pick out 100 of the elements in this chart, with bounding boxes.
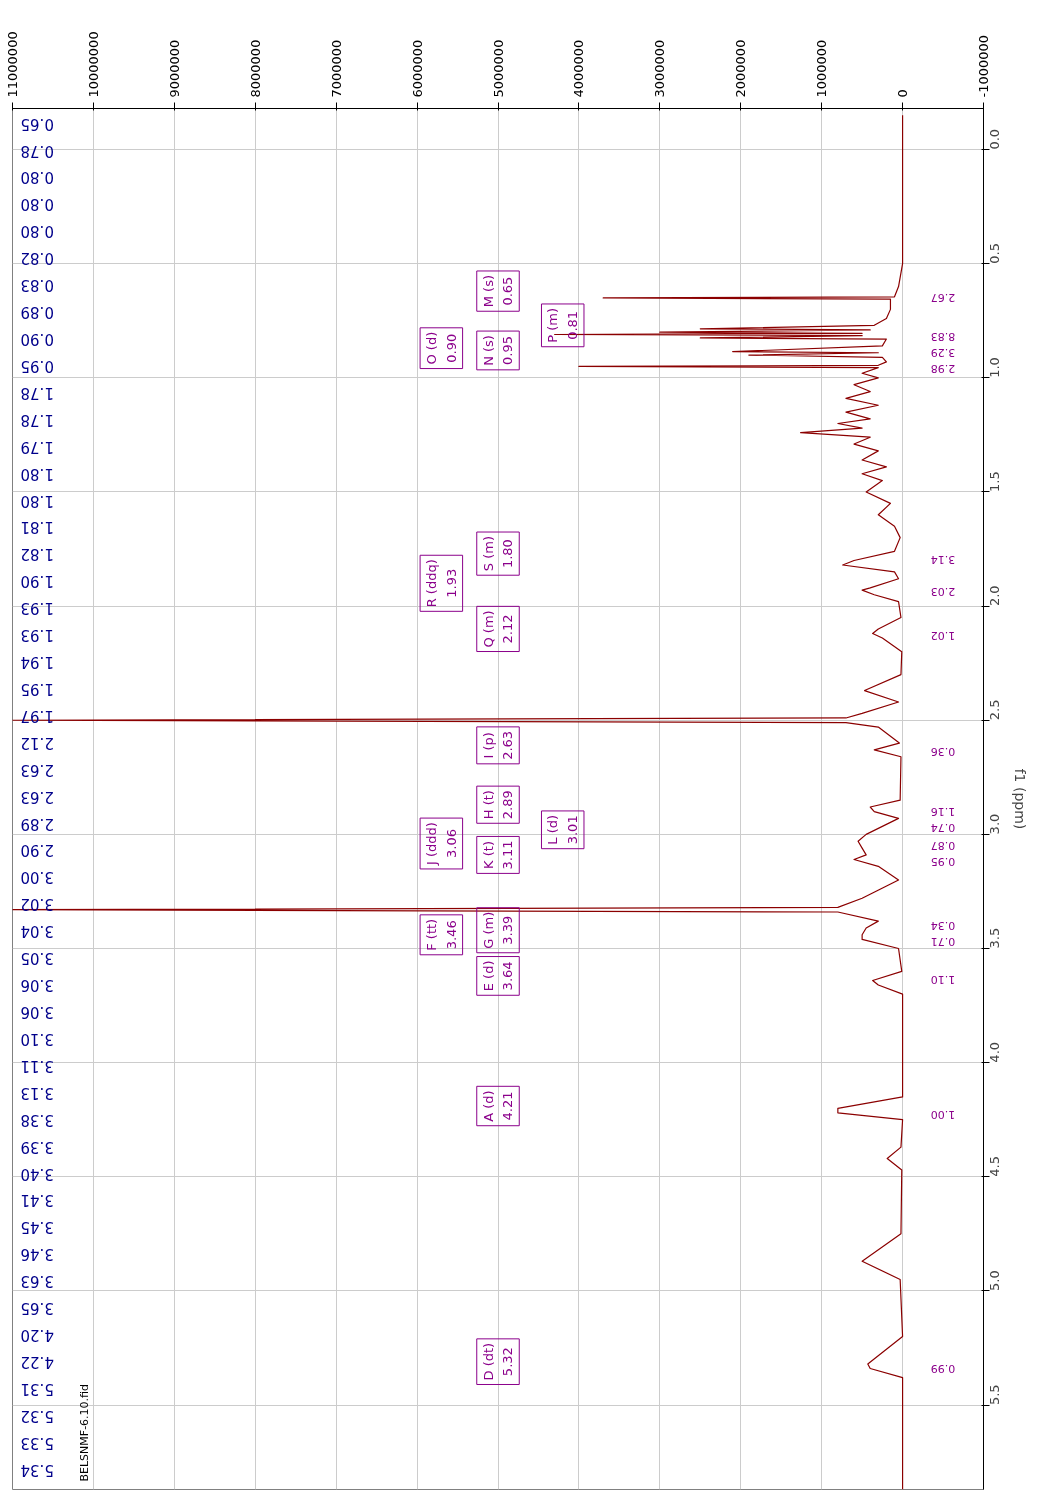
- x-tick-label: 4000000: [571, 39, 587, 98]
- annotation: 3.63: [20, 1272, 54, 1291]
- annotation: F (tt) 3.46: [424, 918, 459, 951]
- x-tick-label: 6000000: [409, 39, 425, 98]
- annotation: 0.82: [20, 249, 54, 268]
- annotation: 4.20: [20, 1326, 54, 1345]
- annotation: 1.93: [20, 626, 54, 645]
- annotation: 0.80: [20, 195, 54, 214]
- x-tick-label: -1000000: [976, 34, 991, 98]
- annotation: 3.46: [20, 1245, 54, 1264]
- annotation: 1.78: [20, 383, 54, 402]
- x-tick-label: 8000000: [247, 39, 263, 98]
- y-tick-label: 4.5: [987, 1156, 1002, 1177]
- annotation: BELSNMF-6.10.fid: [77, 1383, 91, 1482]
- annotation: N (s) 0.95: [480, 335, 516, 366]
- annotation: 3.40: [20, 1164, 54, 1183]
- annotation: 3.06: [20, 1003, 54, 1022]
- annotation: 5.32: [20, 1406, 54, 1425]
- annotation: A (d) 4.21: [480, 1090, 516, 1122]
- annotation: 0.78: [20, 141, 54, 160]
- y-tick-label: 2.0: [987, 585, 1002, 607]
- y-tick-label: 3.5: [987, 927, 1002, 949]
- y-tick-label: 3.0: [987, 813, 1002, 835]
- annotation: L (d) 3.01: [545, 814, 580, 845]
- annotation: R (ddq) 1.93: [424, 559, 459, 608]
- annotation: 0.71: [930, 934, 956, 948]
- annotation: 0.34: [930, 918, 956, 932]
- annotation: 3.11: [20, 1056, 54, 1075]
- annotation: 2.63: [20, 787, 54, 806]
- annotation: 1.02: [930, 628, 956, 642]
- annotation: J (ddd) 3.06: [424, 822, 459, 866]
- annotation: 0.83: [20, 276, 54, 295]
- x-tick-label: 0: [895, 89, 911, 98]
- annotation: 1.80: [20, 491, 54, 510]
- annotation: 0.95: [930, 854, 956, 868]
- annotation: 3.02: [20, 895, 54, 914]
- annotation: 1.80: [20, 464, 54, 483]
- x-tick-label: 11000000: [5, 31, 20, 98]
- annotation: D (dt) 5.32: [480, 1342, 516, 1381]
- annotation: 3.05: [20, 949, 54, 968]
- x-tick-label: 7000000: [328, 39, 344, 98]
- annotation: 1.90: [20, 572, 54, 591]
- annotation: 1.82: [20, 545, 54, 564]
- y-tick-label: 4.0: [987, 1041, 1002, 1063]
- annotation: 8.83: [930, 329, 956, 343]
- annotation: 5.31: [20, 1379, 54, 1398]
- annotation: 3.10: [20, 1029, 54, 1048]
- annotation: P (m) 0.81: [545, 307, 580, 343]
- annotation: I (p) 2.63: [480, 730, 516, 760]
- annotation: 2.98: [930, 361, 956, 375]
- annotation: H (t) 2.89: [480, 790, 516, 820]
- annotation: M (s) 0.65: [480, 274, 516, 308]
- y-tick-label: 2.5: [987, 699, 1002, 721]
- annotation: 2.90: [20, 841, 54, 860]
- x-tick-label: 5000000: [490, 39, 506, 98]
- annotation: 3.41: [20, 1191, 54, 1210]
- annotation: 5.33: [20, 1433, 54, 1452]
- annotation: 1.93: [20, 599, 54, 618]
- x-tick-label: 2000000: [733, 39, 749, 98]
- annotation: 3.04: [20, 922, 54, 941]
- annotation: 0.74: [930, 820, 956, 834]
- annotation: 3.39: [20, 1137, 54, 1156]
- annotation: 0.80: [20, 168, 54, 187]
- annotation: 5.34: [20, 1460, 54, 1479]
- y-axis-title: f1 (ppm): [1011, 768, 1028, 830]
- annotation: 0.87: [930, 838, 956, 852]
- annotation: E (d) 3.64: [480, 960, 516, 992]
- annotation: 3.00: [20, 868, 54, 887]
- annotation: 2.03: [930, 585, 956, 599]
- annotation: 1.00: [930, 1108, 956, 1122]
- annotation: 2.67: [930, 290, 956, 304]
- annotation: 3.65: [20, 1299, 54, 1318]
- annotation: S (m) 1.80: [480, 536, 516, 572]
- annotation: 0.80: [20, 222, 54, 241]
- x-tick-label: 1000000: [814, 39, 830, 98]
- annotation: 0.99: [930, 1361, 956, 1375]
- annotation: 1.79: [20, 437, 54, 456]
- y-tick-label: 5.5: [987, 1384, 1002, 1406]
- annotation: 3.45: [20, 1218, 54, 1237]
- annotation: 1.97: [20, 706, 54, 725]
- annotation: 1.95: [20, 679, 54, 698]
- annotation: 3.14: [930, 553, 956, 567]
- annotation: 2.63: [20, 760, 54, 779]
- y-tick-label: 5.0: [987, 1270, 1002, 1291]
- annotation: K (t) 3.11: [480, 840, 516, 870]
- annotation: 1.78: [20, 410, 54, 429]
- annotation: 3.06: [20, 976, 54, 995]
- annotation: 1.81: [20, 518, 54, 537]
- annotation: 4.22: [20, 1352, 54, 1371]
- annotation: 1.94: [20, 653, 54, 672]
- annotation: 0.90: [20, 330, 54, 349]
- annotation: 1.10: [930, 973, 956, 987]
- annotation: 3.38: [20, 1110, 54, 1129]
- annotation: 0.36: [930, 745, 956, 759]
- y-tick-label: 0.0: [987, 128, 1002, 150]
- x-tick-label: 10000000: [85, 31, 101, 98]
- annotation: 0.65: [20, 114, 54, 133]
- annotation: 2.12: [20, 733, 54, 752]
- annotation: 3.13: [20, 1083, 54, 1102]
- x-tick-label: 9000000: [166, 39, 182, 98]
